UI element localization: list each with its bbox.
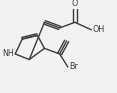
Text: Br: Br [69, 62, 78, 71]
Text: O: O [72, 0, 78, 8]
Text: OH: OH [92, 25, 105, 34]
Text: NH: NH [2, 49, 14, 58]
